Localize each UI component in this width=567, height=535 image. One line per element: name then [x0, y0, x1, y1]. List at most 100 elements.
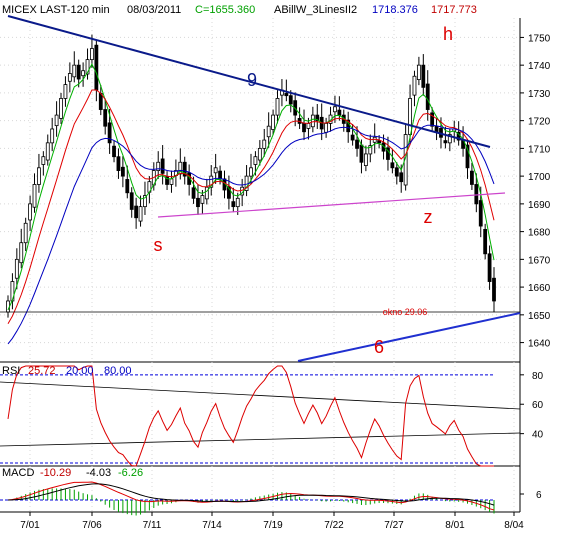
date-tick-label: 8/01 [445, 520, 465, 531]
candle-body [227, 186, 231, 199]
rsi-panel [0, 365, 521, 501]
candle-body [368, 145, 373, 155]
rsi-tick-label: 80 [532, 371, 544, 382]
candle-body [403, 134, 408, 186]
candle-body [425, 83, 430, 110]
candle-body [434, 125, 439, 133]
candle-body [231, 201, 236, 208]
candle-body [120, 166, 125, 177]
rsi-low-level: 20.00 [66, 365, 94, 377]
date-tick-label: 7/27 [384, 520, 404, 531]
chart-frame [0, 18, 521, 513]
candle-body [103, 109, 108, 127]
price-tick-label: 1670 [528, 255, 551, 266]
candle-body [134, 205, 139, 219]
date-tick-label: 7/11 [143, 520, 162, 531]
candle-body [204, 186, 209, 200]
candle-body [315, 114, 320, 122]
candle-body [483, 228, 488, 255]
candle-body [45, 142, 50, 161]
macd-signal-value: -4.03 [86, 467, 111, 479]
candle-body [235, 197, 240, 208]
candle-body [37, 167, 41, 185]
candle-body [19, 242, 24, 264]
close-label: C=1655.360 [195, 4, 255, 16]
annotation-3: s [154, 235, 163, 255]
candle-body [408, 98, 412, 135]
macd-value: -10.29 [40, 467, 71, 479]
date-label: 08/03/2011 [127, 4, 181, 16]
candle-body [257, 147, 262, 161]
candle-body [470, 170, 474, 185]
candle-body [116, 156, 121, 171]
candle-body [430, 112, 435, 127]
candle-body [266, 125, 271, 138]
candle-body [50, 128, 55, 144]
price-tick-label: 1740 [528, 61, 551, 72]
candle-body [394, 167, 399, 177]
candle-body [474, 184, 479, 205]
axes: 1640 1650 1660 1670 1680 1690 1700 1710 1720 1730… [20, 33, 550, 531]
candle-body [218, 170, 222, 180]
candle-body [72, 64, 77, 78]
candle-body [156, 161, 161, 171]
study-value-1: 1718.376 [372, 4, 418, 16]
candle-body [346, 119, 351, 133]
price-tick-label: 1710 [528, 144, 551, 155]
grid-lines [0, 18, 520, 512]
candle-body [32, 184, 37, 208]
blue-moving-average [7, 124, 495, 345]
macd-panel [7, 481, 495, 516]
rsi-lower-trend [0, 432, 521, 447]
rsi-tick-label: 60 [532, 400, 544, 411]
candle-body [54, 114, 59, 127]
price-tick-label: 1750 [528, 33, 551, 44]
date-tick-label: 7/19 [263, 520, 283, 531]
candle-body [112, 145, 116, 158]
candle-body [94, 44, 99, 91]
candle-body [213, 167, 218, 174]
candle-body [478, 200, 483, 227]
candle-body [275, 98, 280, 116]
candle-body [306, 123, 311, 129]
price-tick-label: 1730 [528, 89, 551, 100]
price-tick-label: 1660 [528, 283, 551, 294]
candle-body [85, 59, 90, 75]
candle-body [465, 144, 470, 169]
candle-body [262, 139, 267, 149]
candle-body [160, 158, 165, 174]
price-tick-label: 1680 [528, 228, 551, 239]
candle-body [28, 203, 32, 221]
candle-body [333, 106, 337, 113]
date-tick-label: 7/22 [324, 520, 344, 531]
candle-body [487, 253, 492, 282]
candle-body [81, 70, 86, 77]
rsi-high-level: 80.00 [104, 365, 132, 377]
price-tick-label: 1700 [528, 172, 551, 183]
macd-tick-label: 6 [536, 490, 542, 501]
annotations: h 9 s z 6 okno 29.06 [154, 24, 454, 357]
symbol-label: MICEX LAST-120 min [2, 4, 110, 16]
trend-lines [0, 15, 521, 362]
green-moving-average [7, 62, 495, 311]
candle-body [416, 64, 421, 80]
annotation-2: 9 [247, 70, 257, 90]
candle-body [67, 73, 72, 82]
price-tick-label: 1640 [528, 339, 551, 350]
date-tick-label: 8/04 [504, 520, 524, 531]
candle-body [421, 64, 426, 88]
annotation-5: 6 [374, 337, 384, 357]
candle-body [412, 75, 417, 96]
candle-body [399, 172, 404, 183]
candle-body [253, 156, 258, 165]
candle-body [310, 114, 315, 128]
candle-body [249, 167, 253, 177]
annotation-1: h [443, 24, 453, 44]
candle-body [443, 140, 448, 144]
annotation-4: z [424, 207, 433, 227]
candle-body [337, 109, 342, 116]
candle-body [284, 93, 289, 97]
rsi-upper-trend [0, 381, 521, 410]
candle-body [138, 206, 143, 222]
